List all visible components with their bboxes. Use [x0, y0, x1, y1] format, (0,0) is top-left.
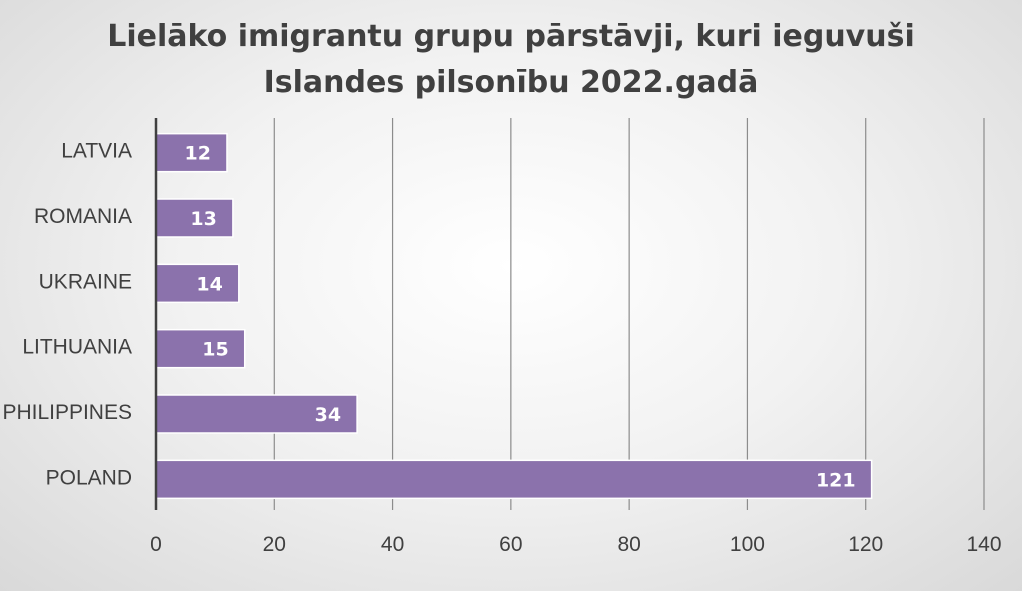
chart-title-line-1: Lielāko imigrantu grupu pārstāvji, kuri …: [107, 19, 915, 54]
labels: 0 20 40 60 80 100 120 140 LATVIA 12 ROMANIA 13 UKRAI…: [2, 140, 1001, 556]
bar-romania: [155, 198, 234, 238]
data-label: 34: [315, 404, 341, 426]
data-label: 12: [185, 143, 211, 165]
data-label: 15: [202, 339, 228, 361]
chart-title: Lielāko imigrantu grupu pārstāvji, kuri …: [0, 14, 1022, 106]
data-label: 14: [196, 273, 222, 295]
category-label: UKRAINE: [39, 270, 132, 293]
x-tick-label: 40: [381, 533, 404, 556]
bar-philippines: [155, 394, 358, 434]
x-tick-label: 100: [730, 533, 765, 556]
category-label: LITHUANIA: [22, 336, 132, 359]
x-tick-label: 0: [150, 533, 162, 556]
x-tick-label: 140: [966, 533, 1001, 556]
category-label: ROMANIA: [34, 205, 132, 228]
category-label: PHILIPPINES: [2, 401, 132, 424]
x-tick-label: 20: [263, 533, 286, 556]
bars: [155, 132, 873, 500]
x-tick-label: 60: [499, 533, 522, 556]
data-label: 13: [190, 208, 216, 230]
bar-poland: [155, 459, 873, 500]
data-label: 121: [816, 469, 856, 491]
category-label: LATVIA: [61, 140, 132, 163]
x-tick-label: 120: [848, 533, 883, 556]
category-label: POLAND: [46, 466, 132, 489]
bar-lithuania: [155, 328, 246, 369]
bar-latvia: [155, 132, 228, 173]
chart-title-line-2: Islandes pilsonību 2022.gadā: [263, 65, 759, 100]
x-tick-label: 80: [617, 533, 640, 556]
gridlines: [273, 118, 985, 510]
